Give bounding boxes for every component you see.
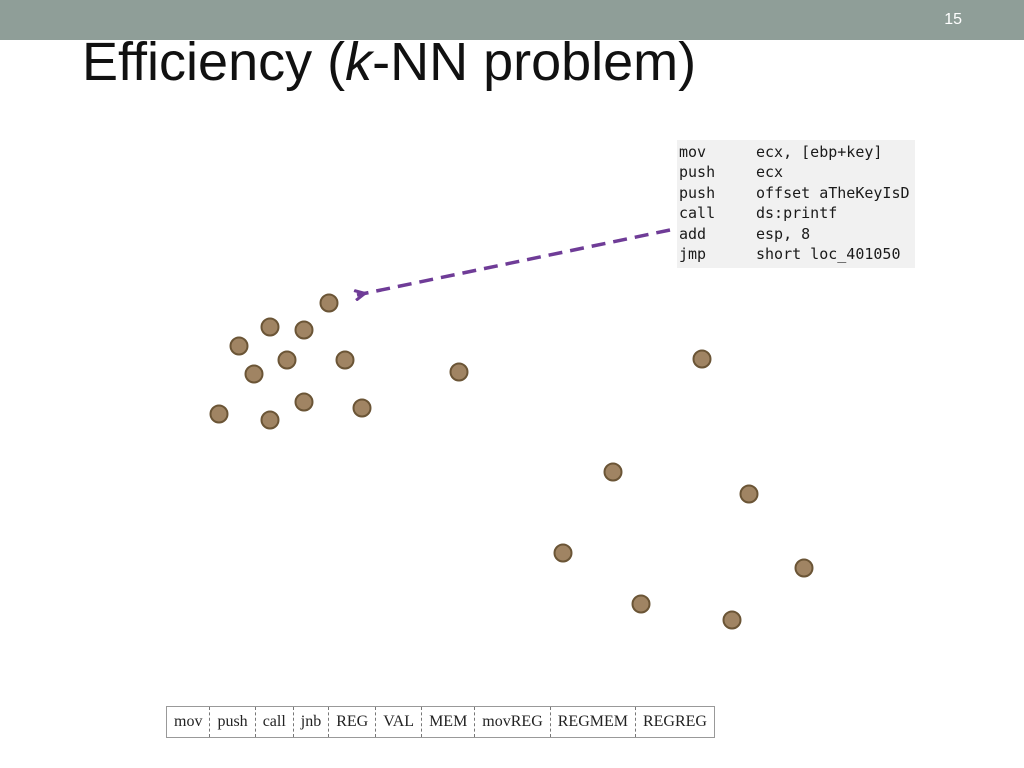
- code-line: push ecx: [677, 162, 915, 182]
- data-point: [294, 320, 314, 340]
- code-line: mov ecx, [ebp+key]: [677, 142, 915, 162]
- data-point: [244, 364, 264, 384]
- slide-title: Efficiency (k-NN problem): [82, 30, 696, 95]
- code-args: ds:printf: [756, 204, 838, 223]
- feature-points: [209, 293, 814, 630]
- code-opcode: call: [679, 204, 716, 223]
- data-point: [277, 350, 297, 370]
- mapping-arrow: [357, 228, 671, 295]
- data-point: [739, 484, 759, 504]
- data-point: [229, 336, 249, 356]
- data-point: [631, 594, 651, 614]
- feature-cell: MEM: [422, 707, 476, 737]
- code-opcode: jmp: [679, 245, 707, 264]
- feature-cell: REGREG: [636, 707, 715, 737]
- feature-cell: REGMEM: [551, 707, 636, 737]
- assembly-code-snippet: mov ecx, [ebp+key] push ecx push offset aTh…: [677, 140, 915, 268]
- feature-cell: movREG: [475, 707, 551, 737]
- data-point: [209, 404, 229, 424]
- feature-cell: mov: [167, 707, 211, 737]
- code-args: ecx: [756, 163, 784, 182]
- feature-cell: call: [256, 707, 294, 737]
- code-opcode: mov: [679, 143, 707, 161]
- code-line: call ds:printf: [677, 203, 915, 223]
- data-point: [692, 349, 712, 369]
- feature-vector-table: mov push call jnb REG VAL MEM movREG REG…: [166, 706, 715, 738]
- code-opcode: push: [679, 183, 716, 202]
- code-args: short loc_401050: [756, 245, 901, 264]
- data-point: [352, 398, 372, 418]
- feature-cell: REG: [329, 707, 377, 737]
- code-args: esp, 8: [756, 224, 811, 243]
- data-point: [449, 362, 469, 382]
- code-line: jmp short loc_401050: [677, 244, 915, 264]
- title-suffix: -NN problem): [372, 32, 697, 92]
- data-point: [294, 392, 314, 412]
- title-prefix: Efficiency (: [82, 32, 346, 92]
- data-point: [794, 558, 814, 578]
- feature-cell: push: [210, 707, 256, 737]
- data-point: [603, 462, 623, 482]
- data-point: [260, 410, 280, 430]
- data-point: [335, 350, 355, 370]
- code-args: ecx, [ebp+key]: [756, 143, 883, 161]
- code-line: add esp, 8: [677, 224, 915, 244]
- feature-cell: jnb: [294, 707, 330, 737]
- code-opcode: push: [679, 163, 716, 182]
- code-args: offset aTheKeyIsD: [756, 183, 910, 202]
- title-italic-k: k: [345, 32, 373, 92]
- data-point: [319, 293, 339, 313]
- slide-number: 15: [944, 11, 962, 28]
- data-point: [260, 317, 280, 337]
- data-point: [722, 610, 742, 630]
- code-opcode: add: [679, 224, 707, 243]
- data-point: [553, 543, 573, 563]
- header-bar: 15: [0, 0, 1024, 40]
- code-line: push offset aTheKeyIsD: [677, 183, 915, 203]
- feature-cell: VAL: [376, 707, 423, 737]
